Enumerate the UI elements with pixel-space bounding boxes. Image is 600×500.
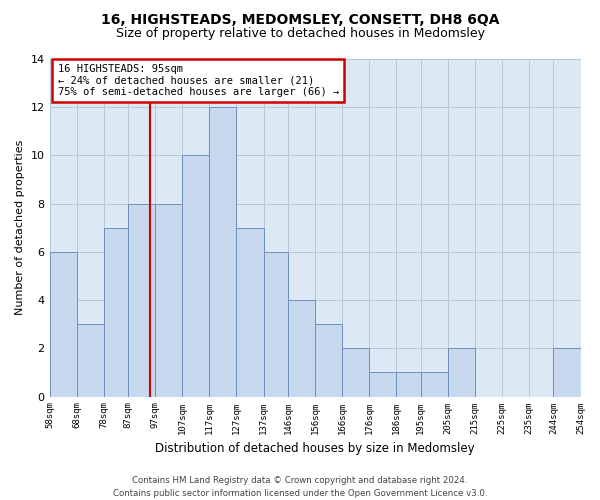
Bar [448, 348, 475, 397]
Text: Size of property relative to detached houses in Medomsley: Size of property relative to detached ho… [115, 28, 485, 40]
Bar [421, 372, 448, 396]
Bar [396, 372, 421, 396]
Bar [104, 228, 128, 396]
Bar [209, 107, 236, 397]
Text: Contains HM Land Registry data © Crown copyright and database right 2024.
Contai: Contains HM Land Registry data © Crown c… [113, 476, 487, 498]
Bar [369, 372, 396, 396]
Bar [553, 348, 581, 397]
Bar [342, 348, 369, 397]
Bar [182, 156, 209, 396]
Bar [263, 252, 288, 396]
Bar [288, 300, 315, 396]
Text: 16, HIGHSTEADS, MEDOMSLEY, CONSETT, DH8 6QA: 16, HIGHSTEADS, MEDOMSLEY, CONSETT, DH8 … [101, 12, 499, 26]
Text: 16 HIGHSTEADS: 95sqm
← 24% of detached houses are smaller (21)
75% of semi-detac: 16 HIGHSTEADS: 95sqm ← 24% of detached h… [58, 64, 339, 98]
Bar [50, 252, 77, 396]
X-axis label: Distribution of detached houses by size in Medomsley: Distribution of detached houses by size … [155, 442, 475, 455]
Bar [77, 324, 104, 396]
Bar [128, 204, 155, 396]
Bar [236, 228, 263, 396]
Bar [155, 204, 182, 396]
Y-axis label: Number of detached properties: Number of detached properties [15, 140, 25, 316]
Bar [315, 324, 342, 396]
